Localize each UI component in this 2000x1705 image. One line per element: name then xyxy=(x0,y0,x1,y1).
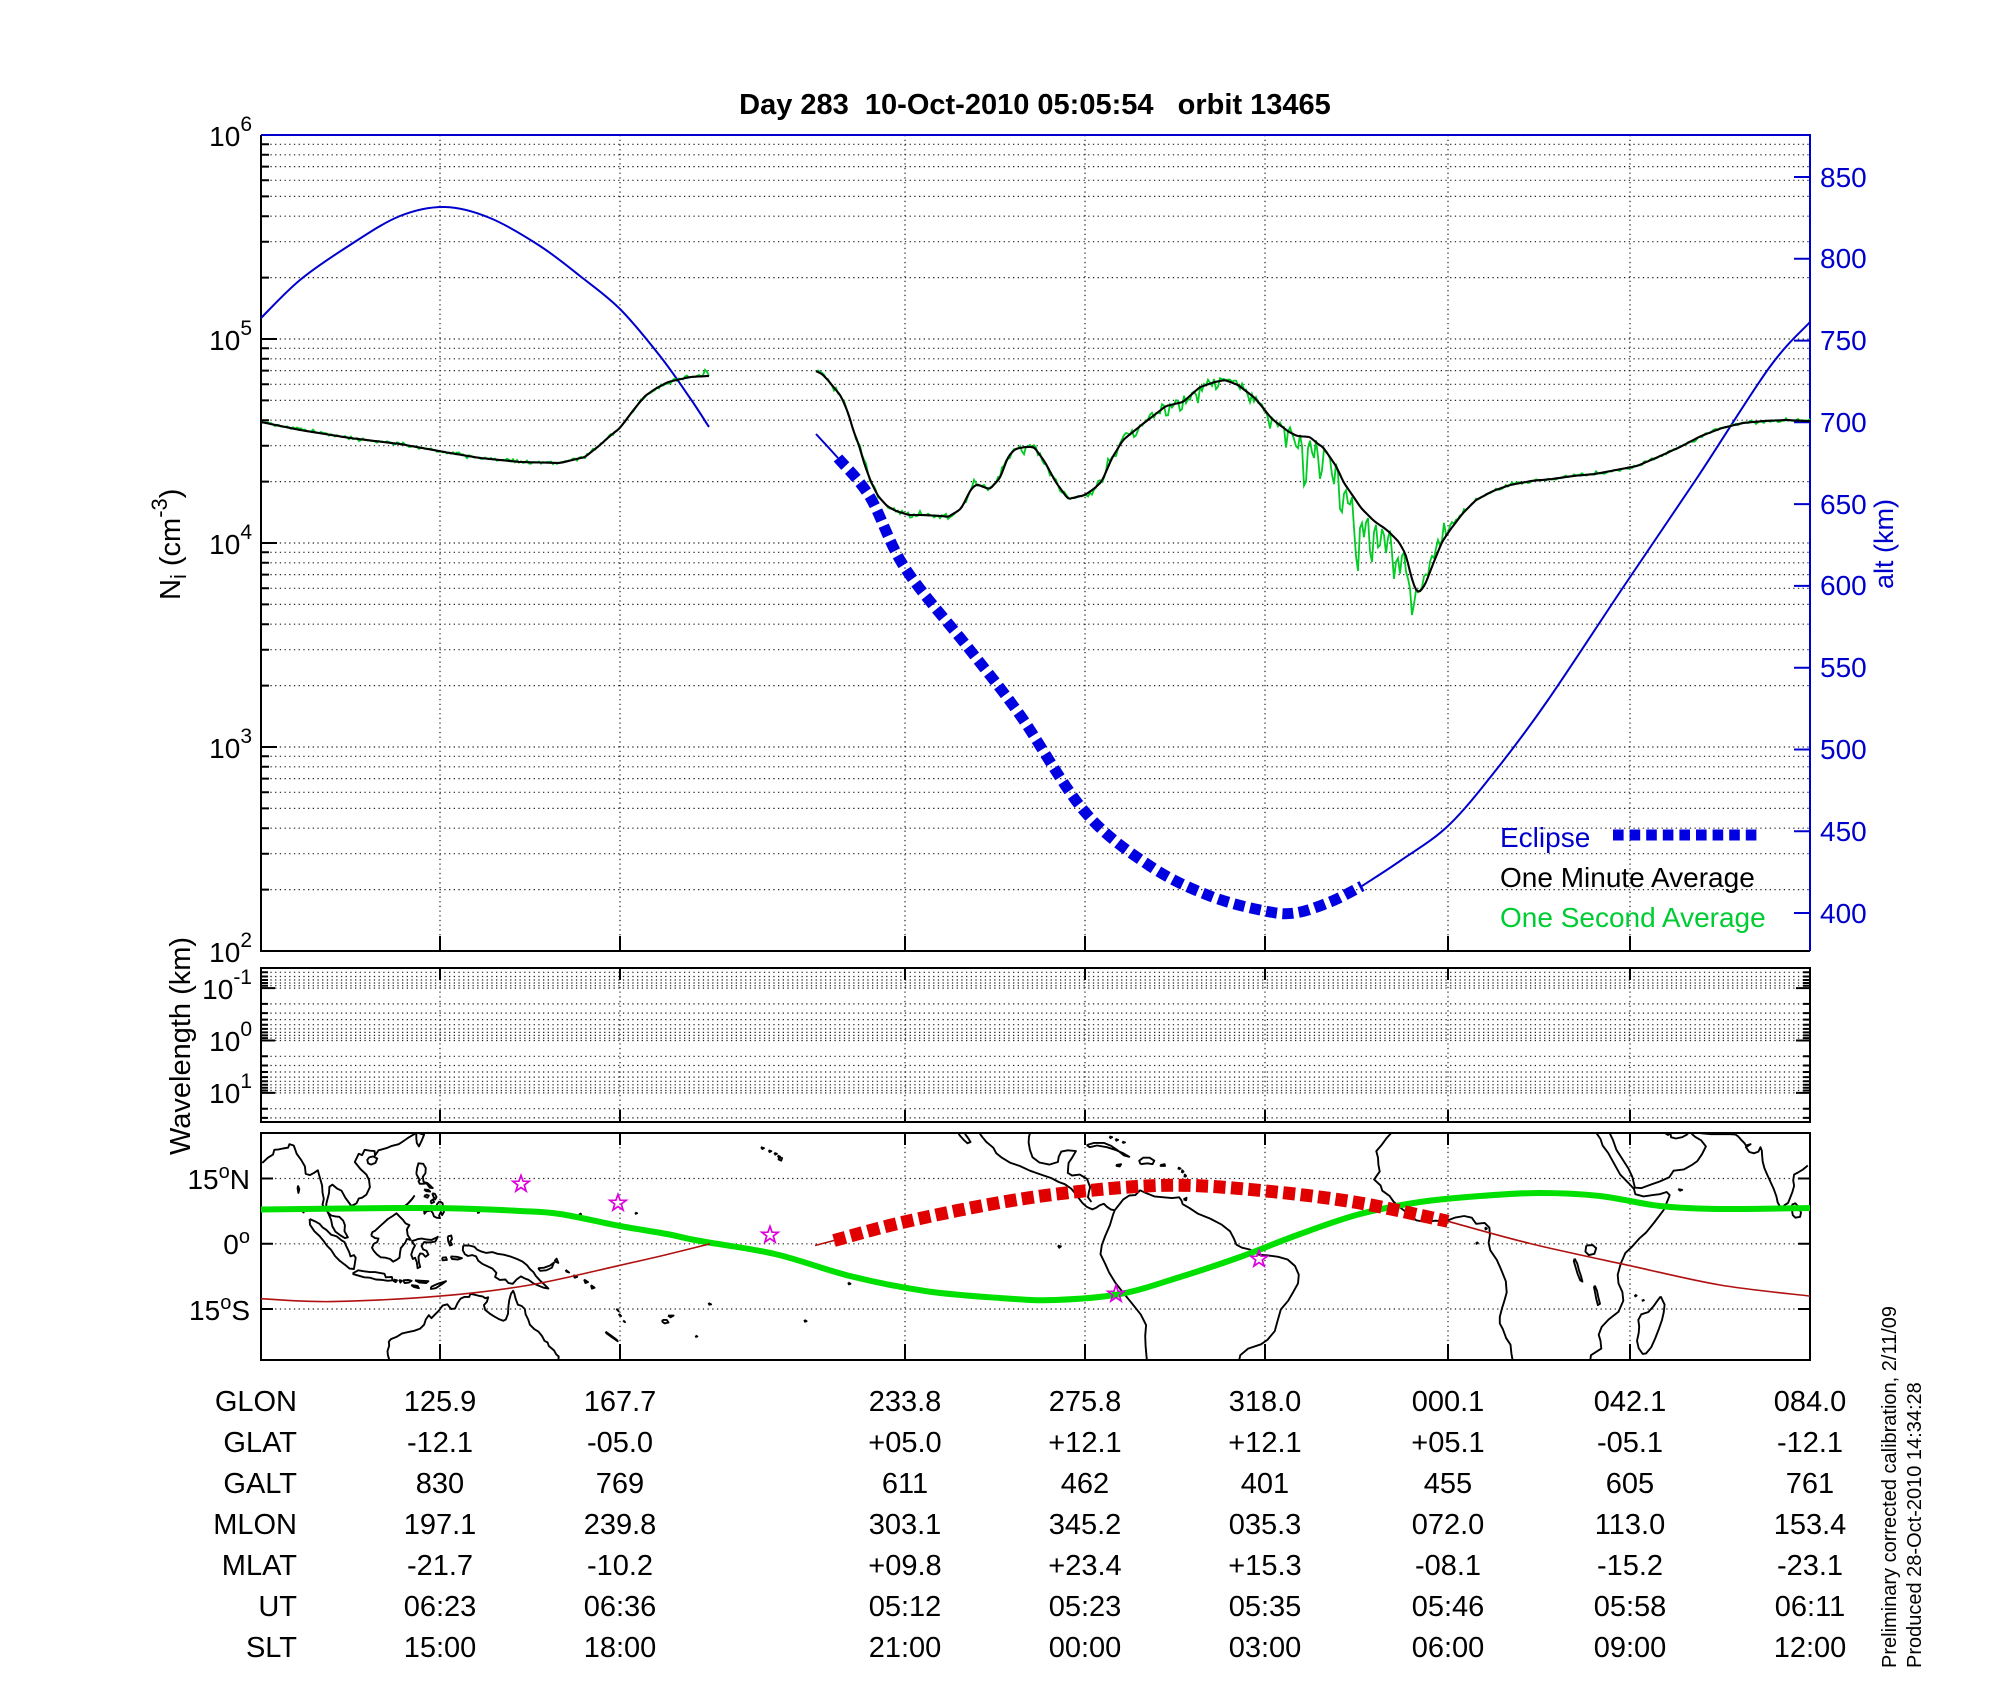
svg-text:12:00: 12:00 xyxy=(1774,1632,1847,1664)
svg-text:-12.1: -12.1 xyxy=(407,1427,473,1459)
svg-text:05:35: 05:35 xyxy=(1229,1591,1302,1623)
svg-text:+09.8: +09.8 xyxy=(868,1550,941,1582)
svg-text:233.8: 233.8 xyxy=(869,1386,942,1418)
svg-text:MLAT: MLAT xyxy=(222,1550,297,1582)
svg-text:239.8: 239.8 xyxy=(584,1509,657,1541)
svg-text:345.2: 345.2 xyxy=(1049,1509,1122,1541)
svg-text:600: 600 xyxy=(1820,570,1867,601)
svg-text:GALT: GALT xyxy=(223,1468,297,1500)
svg-text:Preliminary corrected calibrat: Preliminary corrected calibration, 2/11/… xyxy=(1879,1306,1901,1668)
svg-text:500: 500 xyxy=(1820,734,1867,765)
svg-text:Eclipse: Eclipse xyxy=(1500,822,1590,853)
svg-text:072.0: 072.0 xyxy=(1412,1509,1485,1541)
svg-text:084.0: 084.0 xyxy=(1774,1386,1847,1418)
svg-text:00:00: 00:00 xyxy=(1049,1632,1122,1664)
svg-text:611: 611 xyxy=(882,1468,928,1500)
svg-text:Ni (cm-3): Ni (cm-3) xyxy=(147,489,191,600)
svg-text:06:23: 06:23 xyxy=(404,1591,477,1623)
svg-text:800: 800 xyxy=(1820,243,1867,274)
svg-text:-05.0: -05.0 xyxy=(587,1427,653,1459)
svg-text:18:00: 18:00 xyxy=(584,1632,657,1664)
svg-text:+12.1: +12.1 xyxy=(1228,1427,1301,1459)
svg-text:+23.4: +23.4 xyxy=(1048,1550,1121,1582)
svg-text:06:11: 06:11 xyxy=(1775,1591,1845,1623)
svg-text:042.1: 042.1 xyxy=(1594,1386,1667,1418)
svg-text:197.1: 197.1 xyxy=(404,1509,477,1541)
svg-text:450: 450 xyxy=(1820,816,1867,847)
svg-text:One Minute Average: One Minute Average xyxy=(1500,862,1755,893)
svg-text:03:00: 03:00 xyxy=(1229,1632,1302,1664)
svg-text:-12.1: -12.1 xyxy=(1777,1427,1843,1459)
svg-text:GLON: GLON xyxy=(215,1386,297,1418)
svg-text:761: 761 xyxy=(1786,1468,1834,1500)
svg-text:550: 550 xyxy=(1820,652,1867,683)
svg-text:650: 650 xyxy=(1820,489,1867,520)
svg-text:09:00: 09:00 xyxy=(1594,1632,1667,1664)
svg-text:125.9: 125.9 xyxy=(404,1386,477,1418)
svg-text:400: 400 xyxy=(1820,898,1867,929)
svg-text:401: 401 xyxy=(1241,1468,1289,1500)
svg-text:700: 700 xyxy=(1820,407,1867,438)
svg-text:750: 750 xyxy=(1820,325,1867,356)
svg-text:Produced 28-Oct-2010 14:34:28: Produced 28-Oct-2010 14:34:28 xyxy=(1904,1382,1926,1668)
svg-text:05:58: 05:58 xyxy=(1594,1591,1667,1623)
svg-text:167.7: 167.7 xyxy=(584,1386,657,1418)
svg-text:769: 769 xyxy=(596,1468,644,1500)
svg-text:-15.2: -15.2 xyxy=(1597,1550,1663,1582)
svg-text:One Second Average: One Second Average xyxy=(1500,902,1766,933)
svg-text:113.0: 113.0 xyxy=(1595,1509,1665,1541)
svg-text:21:00: 21:00 xyxy=(869,1632,942,1664)
svg-text:15oS: 15oS xyxy=(189,1292,250,1326)
svg-text:035.3: 035.3 xyxy=(1229,1509,1302,1541)
svg-text:06:36: 06:36 xyxy=(584,1591,657,1623)
svg-text:318.0: 318.0 xyxy=(1229,1386,1302,1418)
svg-text:-21.7: -21.7 xyxy=(407,1550,473,1582)
svg-text:462: 462 xyxy=(1061,1468,1109,1500)
svg-text:SLT: SLT xyxy=(246,1632,297,1664)
svg-text:153.4: 153.4 xyxy=(1774,1509,1847,1541)
svg-text:alt (km): alt (km) xyxy=(1869,499,1899,589)
svg-text:-10.2: -10.2 xyxy=(587,1550,653,1582)
svg-text:05:23: 05:23 xyxy=(1049,1591,1122,1623)
svg-text:05:12: 05:12 xyxy=(869,1591,942,1623)
svg-text:+05.0: +05.0 xyxy=(868,1427,941,1459)
svg-text:+12.1: +12.1 xyxy=(1048,1427,1121,1459)
svg-text:-05.1: -05.1 xyxy=(1597,1427,1663,1459)
svg-text:Day 283 10-Oct-2010 05:05:54: Day 283 10-Oct-2010 05:05:54 orbit 13465 xyxy=(739,89,1331,121)
svg-text:000.1: 000.1 xyxy=(1412,1386,1485,1418)
svg-text:303.1: 303.1 xyxy=(869,1509,942,1541)
svg-text:+15.3: +15.3 xyxy=(1228,1550,1301,1582)
svg-text:06:00: 06:00 xyxy=(1412,1632,1485,1664)
svg-text:850: 850 xyxy=(1820,162,1867,193)
svg-text:Wavelength (km): Wavelength (km) xyxy=(165,937,197,1155)
svg-text:605: 605 xyxy=(1606,1468,1654,1500)
svg-text:UT: UT xyxy=(258,1591,297,1623)
svg-text:830: 830 xyxy=(416,1468,464,1500)
svg-text:GLAT: GLAT xyxy=(223,1427,297,1459)
svg-text:15:00: 15:00 xyxy=(404,1632,477,1664)
svg-text:05:46: 05:46 xyxy=(1412,1591,1485,1623)
svg-text:-08.1: -08.1 xyxy=(1415,1550,1481,1582)
svg-text:+05.1: +05.1 xyxy=(1411,1427,1484,1459)
svg-text:275.8: 275.8 xyxy=(1049,1386,1122,1418)
svg-text:-23.1: -23.1 xyxy=(1777,1550,1843,1582)
svg-text:MLON: MLON xyxy=(213,1509,297,1541)
svg-text:455: 455 xyxy=(1424,1468,1472,1500)
